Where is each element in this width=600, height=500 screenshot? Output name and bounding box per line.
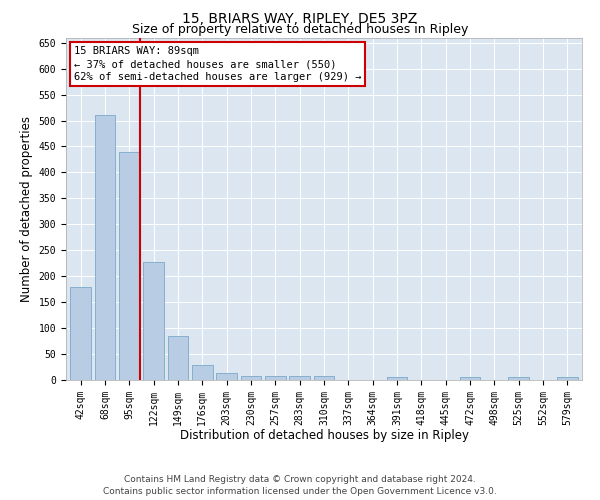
Bar: [70, 286, 91, 380]
Bar: [508, 378, 529, 380]
Text: Size of property relative to detached houses in Ripley: Size of property relative to detached ho…: [132, 23, 468, 36]
Bar: [192, 366, 212, 380]
Bar: [167, 336, 188, 380]
Bar: [386, 378, 407, 380]
Y-axis label: Number of detached properties: Number of detached properties: [20, 116, 33, 302]
Bar: [216, 374, 237, 380]
Bar: [241, 376, 262, 380]
Bar: [119, 152, 140, 380]
Bar: [289, 376, 310, 380]
Bar: [95, 116, 115, 380]
Bar: [265, 376, 286, 380]
Bar: [143, 262, 164, 380]
Bar: [314, 376, 334, 380]
Bar: [557, 378, 578, 380]
Text: Contains HM Land Registry data © Crown copyright and database right 2024.
Contai: Contains HM Land Registry data © Crown c…: [103, 474, 497, 496]
Text: 15 BRIARS WAY: 89sqm
← 37% of detached houses are smaller (550)
62% of semi-deta: 15 BRIARS WAY: 89sqm ← 37% of detached h…: [74, 46, 361, 82]
X-axis label: Distribution of detached houses by size in Ripley: Distribution of detached houses by size …: [179, 429, 469, 442]
Bar: [460, 378, 481, 380]
Text: 15, BRIARS WAY, RIPLEY, DE5 3PZ: 15, BRIARS WAY, RIPLEY, DE5 3PZ: [182, 12, 418, 26]
